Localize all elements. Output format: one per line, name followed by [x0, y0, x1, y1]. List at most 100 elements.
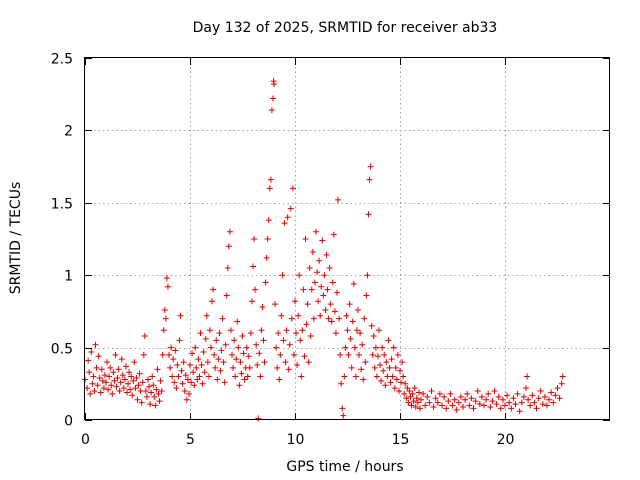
data-point — [556, 395, 563, 402]
data-point — [178, 367, 185, 374]
data-point — [365, 211, 372, 218]
data-point — [162, 315, 169, 322]
data-point — [84, 385, 91, 392]
data-point — [371, 364, 378, 371]
data-point — [559, 373, 566, 380]
data-point — [478, 393, 485, 400]
data-point — [317, 312, 324, 319]
data-point — [180, 359, 187, 366]
data-point — [138, 399, 145, 406]
data-point — [520, 393, 527, 400]
data-point — [455, 399, 462, 406]
data-point — [544, 402, 550, 409]
data-point — [112, 351, 119, 358]
data-point — [348, 364, 355, 371]
data-point — [533, 405, 540, 412]
data-point — [229, 351, 235, 358]
data-point — [483, 396, 490, 403]
data-point — [362, 359, 369, 366]
data-point — [337, 351, 344, 358]
data-point — [280, 337, 287, 344]
data-point — [92, 341, 99, 348]
data-point — [489, 398, 496, 405]
data-point — [436, 390, 443, 397]
data-point — [302, 236, 309, 242]
data-point — [346, 301, 353, 308]
data-point — [134, 396, 141, 403]
data-point — [422, 402, 429, 409]
data-point — [93, 364, 100, 371]
data-point — [518, 399, 525, 406]
data-point — [127, 386, 134, 393]
data-point — [262, 279, 269, 286]
data-point — [344, 327, 351, 334]
data-point — [179, 380, 186, 387]
data-point — [269, 95, 276, 102]
data-point — [203, 312, 210, 319]
data-point — [205, 373, 212, 380]
data-point — [189, 350, 196, 357]
data-point — [279, 272, 286, 279]
data-point — [224, 264, 231, 271]
data-point — [331, 308, 338, 315]
data-point — [270, 78, 277, 85]
data-point — [245, 353, 252, 360]
data-point — [202, 335, 209, 342]
data-point — [236, 382, 243, 389]
data-points — [82, 78, 566, 422]
data-point — [439, 402, 445, 409]
data-point — [219, 315, 226, 322]
data-point — [329, 279, 336, 286]
data-point — [391, 385, 398, 392]
data-point — [125, 380, 132, 387]
data-point — [226, 228, 233, 235]
data-point — [146, 383, 153, 390]
data-point — [267, 176, 274, 183]
data-point — [358, 366, 365, 373]
data-point — [322, 306, 329, 313]
data-point — [250, 263, 256, 270]
data-point — [98, 366, 105, 373]
data-point — [527, 402, 534, 409]
data-point — [368, 322, 375, 329]
data-point — [409, 390, 416, 397]
data-point — [552, 392, 559, 399]
data-point — [366, 176, 373, 183]
data-point — [114, 375, 121, 382]
data-point — [173, 385, 180, 392]
data-point — [415, 389, 422, 396]
data-point — [142, 388, 149, 395]
data-point — [449, 402, 456, 409]
x-tick-label: 0 — [81, 432, 90, 448]
data-point — [169, 373, 176, 380]
data-point — [418, 396, 424, 403]
data-point — [215, 356, 222, 363]
data-point — [414, 399, 421, 406]
data-point — [210, 286, 217, 293]
data-point — [263, 254, 270, 261]
data-point — [288, 315, 295, 322]
data-point — [147, 401, 154, 408]
data-point — [502, 402, 508, 409]
data-point — [188, 379, 195, 386]
data-point — [110, 369, 117, 376]
data-point — [190, 369, 197, 376]
data-point — [550, 399, 557, 406]
data-point — [445, 398, 452, 405]
data-point — [105, 386, 112, 393]
data-point — [201, 369, 208, 376]
data-point — [133, 375, 140, 382]
data-point — [313, 228, 319, 235]
y-tick-label: 2.5 — [51, 52, 73, 68]
data-point — [373, 373, 380, 380]
grid-lines — [85, 58, 610, 420]
data-point — [216, 330, 223, 337]
data-point — [342, 344, 349, 351]
y-axis-label: SRMTID / TECUs — [8, 182, 24, 295]
data-point — [376, 327, 382, 334]
data-point — [175, 373, 182, 380]
data-point — [181, 388, 188, 395]
data-point — [115, 366, 122, 373]
data-point — [204, 359, 211, 366]
data-point — [447, 390, 454, 397]
